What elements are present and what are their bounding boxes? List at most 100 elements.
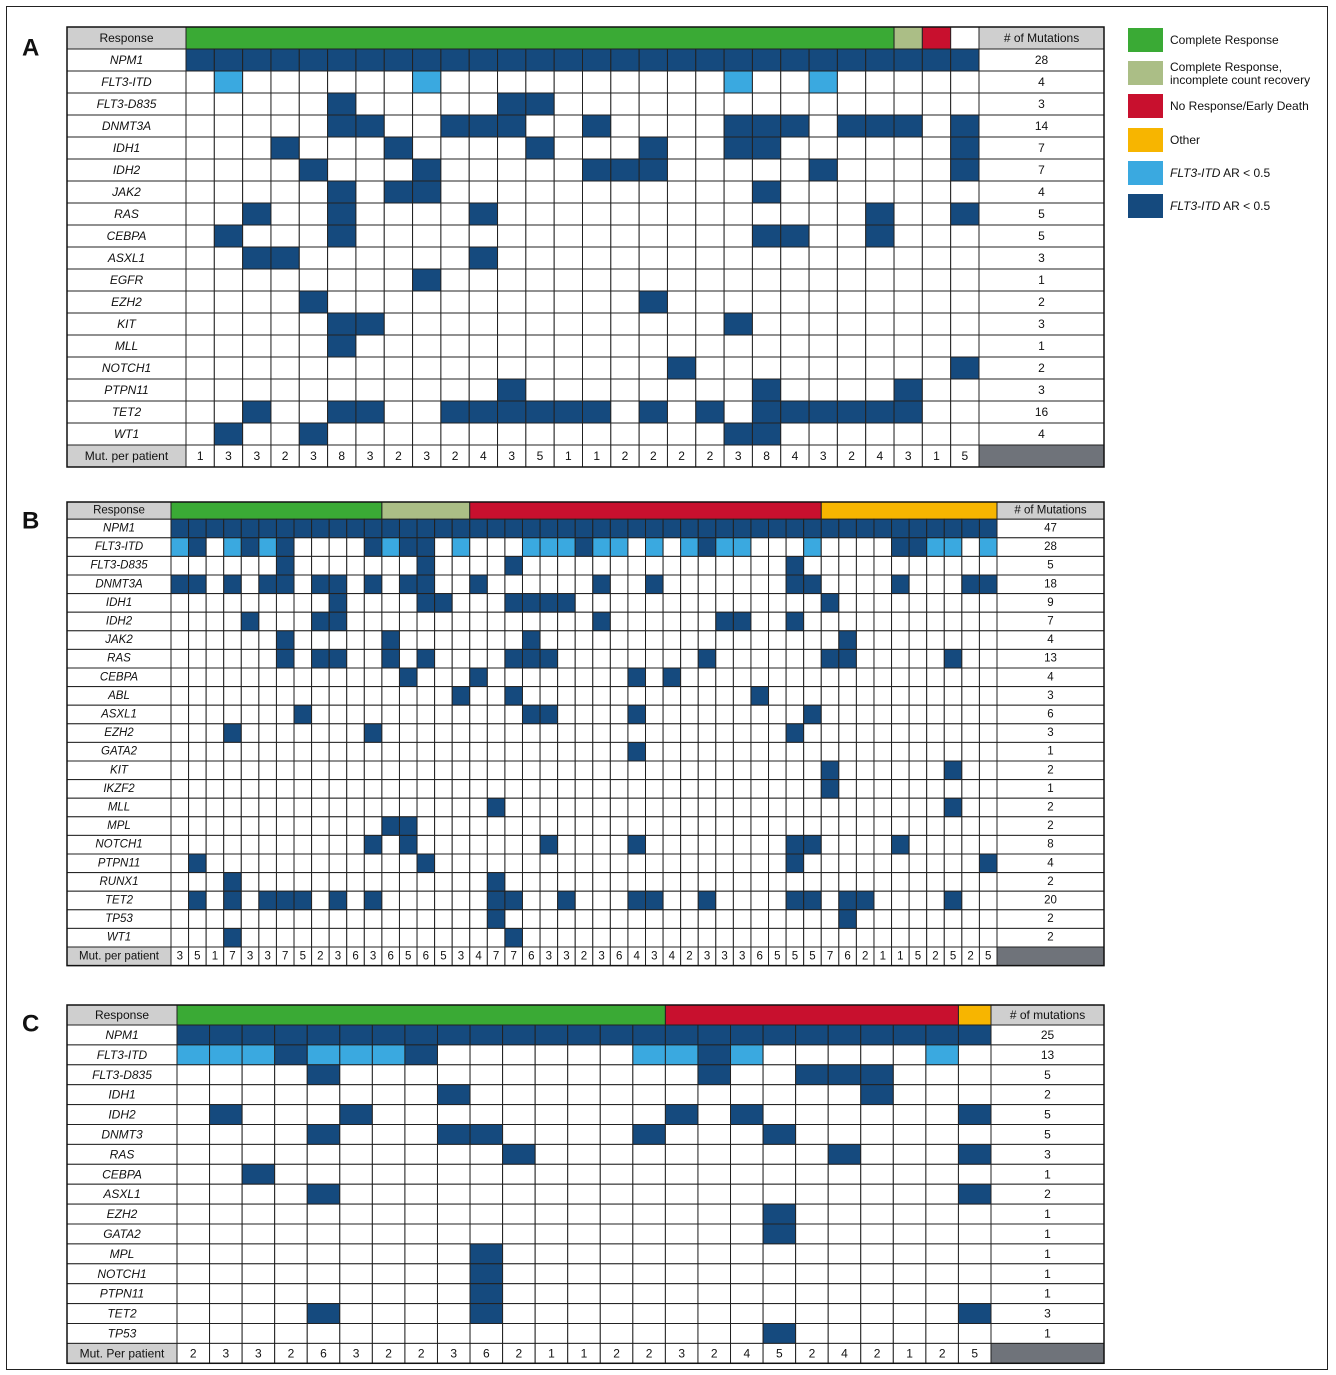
- empty-cell: [645, 927, 664, 948]
- empty-cell: [599, 1263, 634, 1285]
- mutation-cell: [632, 1124, 666, 1145]
- empty-cell: [240, 834, 260, 855]
- empty-cell: [553, 422, 584, 446]
- mutation-cell: [627, 704, 647, 725]
- empty-cell: [504, 872, 523, 892]
- empty-cell: [205, 779, 225, 799]
- empty-cell: [666, 422, 697, 446]
- empty-cell: [795, 1263, 829, 1285]
- per-patient-count: 4: [743, 1346, 750, 1360]
- mutation-cell: [860, 1024, 894, 1046]
- mutation-cell: [785, 555, 805, 576]
- empty-cell: [469, 816, 488, 836]
- empty-cell: [274, 1323, 308, 1344]
- empty-cell: [451, 574, 471, 595]
- empty-cell: [355, 92, 385, 116]
- mutation-cell: [592, 611, 611, 632]
- empty-cell: [855, 816, 875, 836]
- empty-cell: [978, 593, 998, 613]
- empty-cell: [404, 1223, 438, 1245]
- empty-cell: [275, 909, 295, 929]
- mutation-cell: [574, 537, 594, 557]
- gene-name: ASXL1: [100, 709, 137, 721]
- empty-cell: [666, 202, 697, 226]
- mutation-cell: [785, 834, 805, 855]
- empty-cell: [610, 92, 640, 116]
- empty-cell: [363, 611, 383, 632]
- mutation-cell: [592, 574, 611, 595]
- empty-cell: [820, 704, 840, 725]
- empty-cell: [404, 1143, 438, 1165]
- empty-cell: [838, 816, 857, 836]
- mutation-cell: [381, 537, 400, 557]
- empty-cell: [434, 648, 453, 669]
- per-patient-count: 6: [844, 950, 850, 962]
- empty-cell: [610, 268, 640, 292]
- empty-cell: [610, 290, 640, 314]
- empty-cell: [855, 909, 875, 929]
- legend-item-ot: Other: [1128, 128, 1200, 152]
- empty-cell: [275, 779, 295, 799]
- empty-cell: [339, 1243, 373, 1265]
- empty-cell: [908, 927, 928, 948]
- per-patient-count: 5: [774, 950, 780, 962]
- mutation-total: 3: [1038, 251, 1045, 265]
- empty-cell: [240, 574, 260, 595]
- empty-cell: [298, 70, 329, 94]
- empty-cell: [567, 1263, 601, 1285]
- mutation-cell: [469, 667, 488, 688]
- empty-cell: [680, 555, 699, 576]
- empty-cell: [943, 593, 963, 613]
- empty-cell: [891, 779, 910, 799]
- empty-cell: [355, 356, 385, 380]
- per-patient-count: 5: [792, 950, 798, 962]
- legend-label: FLT3-ITD AR < 0.5: [1170, 166, 1270, 180]
- empty-cell: [582, 334, 612, 358]
- empty-cell: [632, 1223, 666, 1245]
- empty-cell: [275, 927, 295, 948]
- per-patient-count: 3: [370, 950, 376, 962]
- empty-cell: [298, 136, 329, 160]
- per-patient-count: 2: [874, 1346, 881, 1360]
- mutation-cell: [925, 1024, 959, 1046]
- empty-cell: [371, 1303, 406, 1324]
- empty-cell: [961, 667, 980, 688]
- empty-cell: [695, 224, 725, 248]
- mutation-total: 3: [1038, 317, 1045, 331]
- gene-name: FLT3-ITD: [95, 541, 143, 553]
- empty-cell: [680, 872, 699, 892]
- empty-cell: [469, 909, 488, 929]
- empty-cell: [381, 611, 400, 632]
- empty-cell: [574, 853, 594, 874]
- empty-cell: [730, 1323, 764, 1344]
- empty-cell: [293, 555, 313, 576]
- empty-cell: [311, 909, 330, 929]
- empty-cell: [836, 422, 867, 446]
- empty-cell: [921, 422, 952, 446]
- empty-cell: [383, 224, 414, 248]
- mutation-cell: [270, 48, 300, 72]
- empty-cell: [609, 779, 629, 799]
- empty-cell: [213, 400, 244, 424]
- empty-cell: [873, 630, 893, 650]
- empty-cell: [436, 1143, 471, 1165]
- empty-cell: [504, 797, 523, 818]
- empty-cell: [241, 1183, 276, 1205]
- empty-cell: [188, 927, 207, 948]
- empty-cell: [298, 180, 329, 204]
- empty-cell: [381, 686, 400, 706]
- empty-cell: [697, 816, 717, 836]
- per-patient-count: 2: [809, 1346, 816, 1360]
- empty-cell: [539, 853, 559, 874]
- empty-cell: [926, 630, 945, 650]
- empty-cell: [275, 611, 295, 632]
- empty-cell: [891, 816, 910, 836]
- empty-cell: [185, 246, 215, 270]
- gene-name: TET2: [105, 895, 134, 907]
- mutation-cell: [371, 1044, 406, 1066]
- empty-cell: [662, 555, 682, 576]
- per-patient-count: 3: [704, 950, 710, 962]
- empty-cell: [926, 816, 945, 836]
- empty-cell: [855, 760, 875, 781]
- empty-cell: [730, 1263, 764, 1285]
